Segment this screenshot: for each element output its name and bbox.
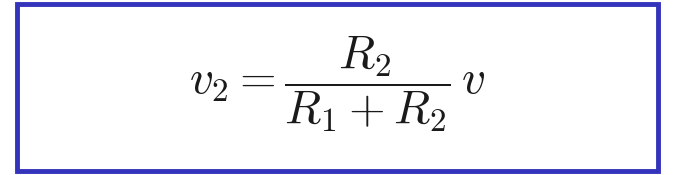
Text: $v_2 = \dfrac{R_2}{R_1 + R_2}\,v$: $v_2 = \dfrac{R_2}{R_1 + R_2}\,v$	[189, 34, 486, 134]
